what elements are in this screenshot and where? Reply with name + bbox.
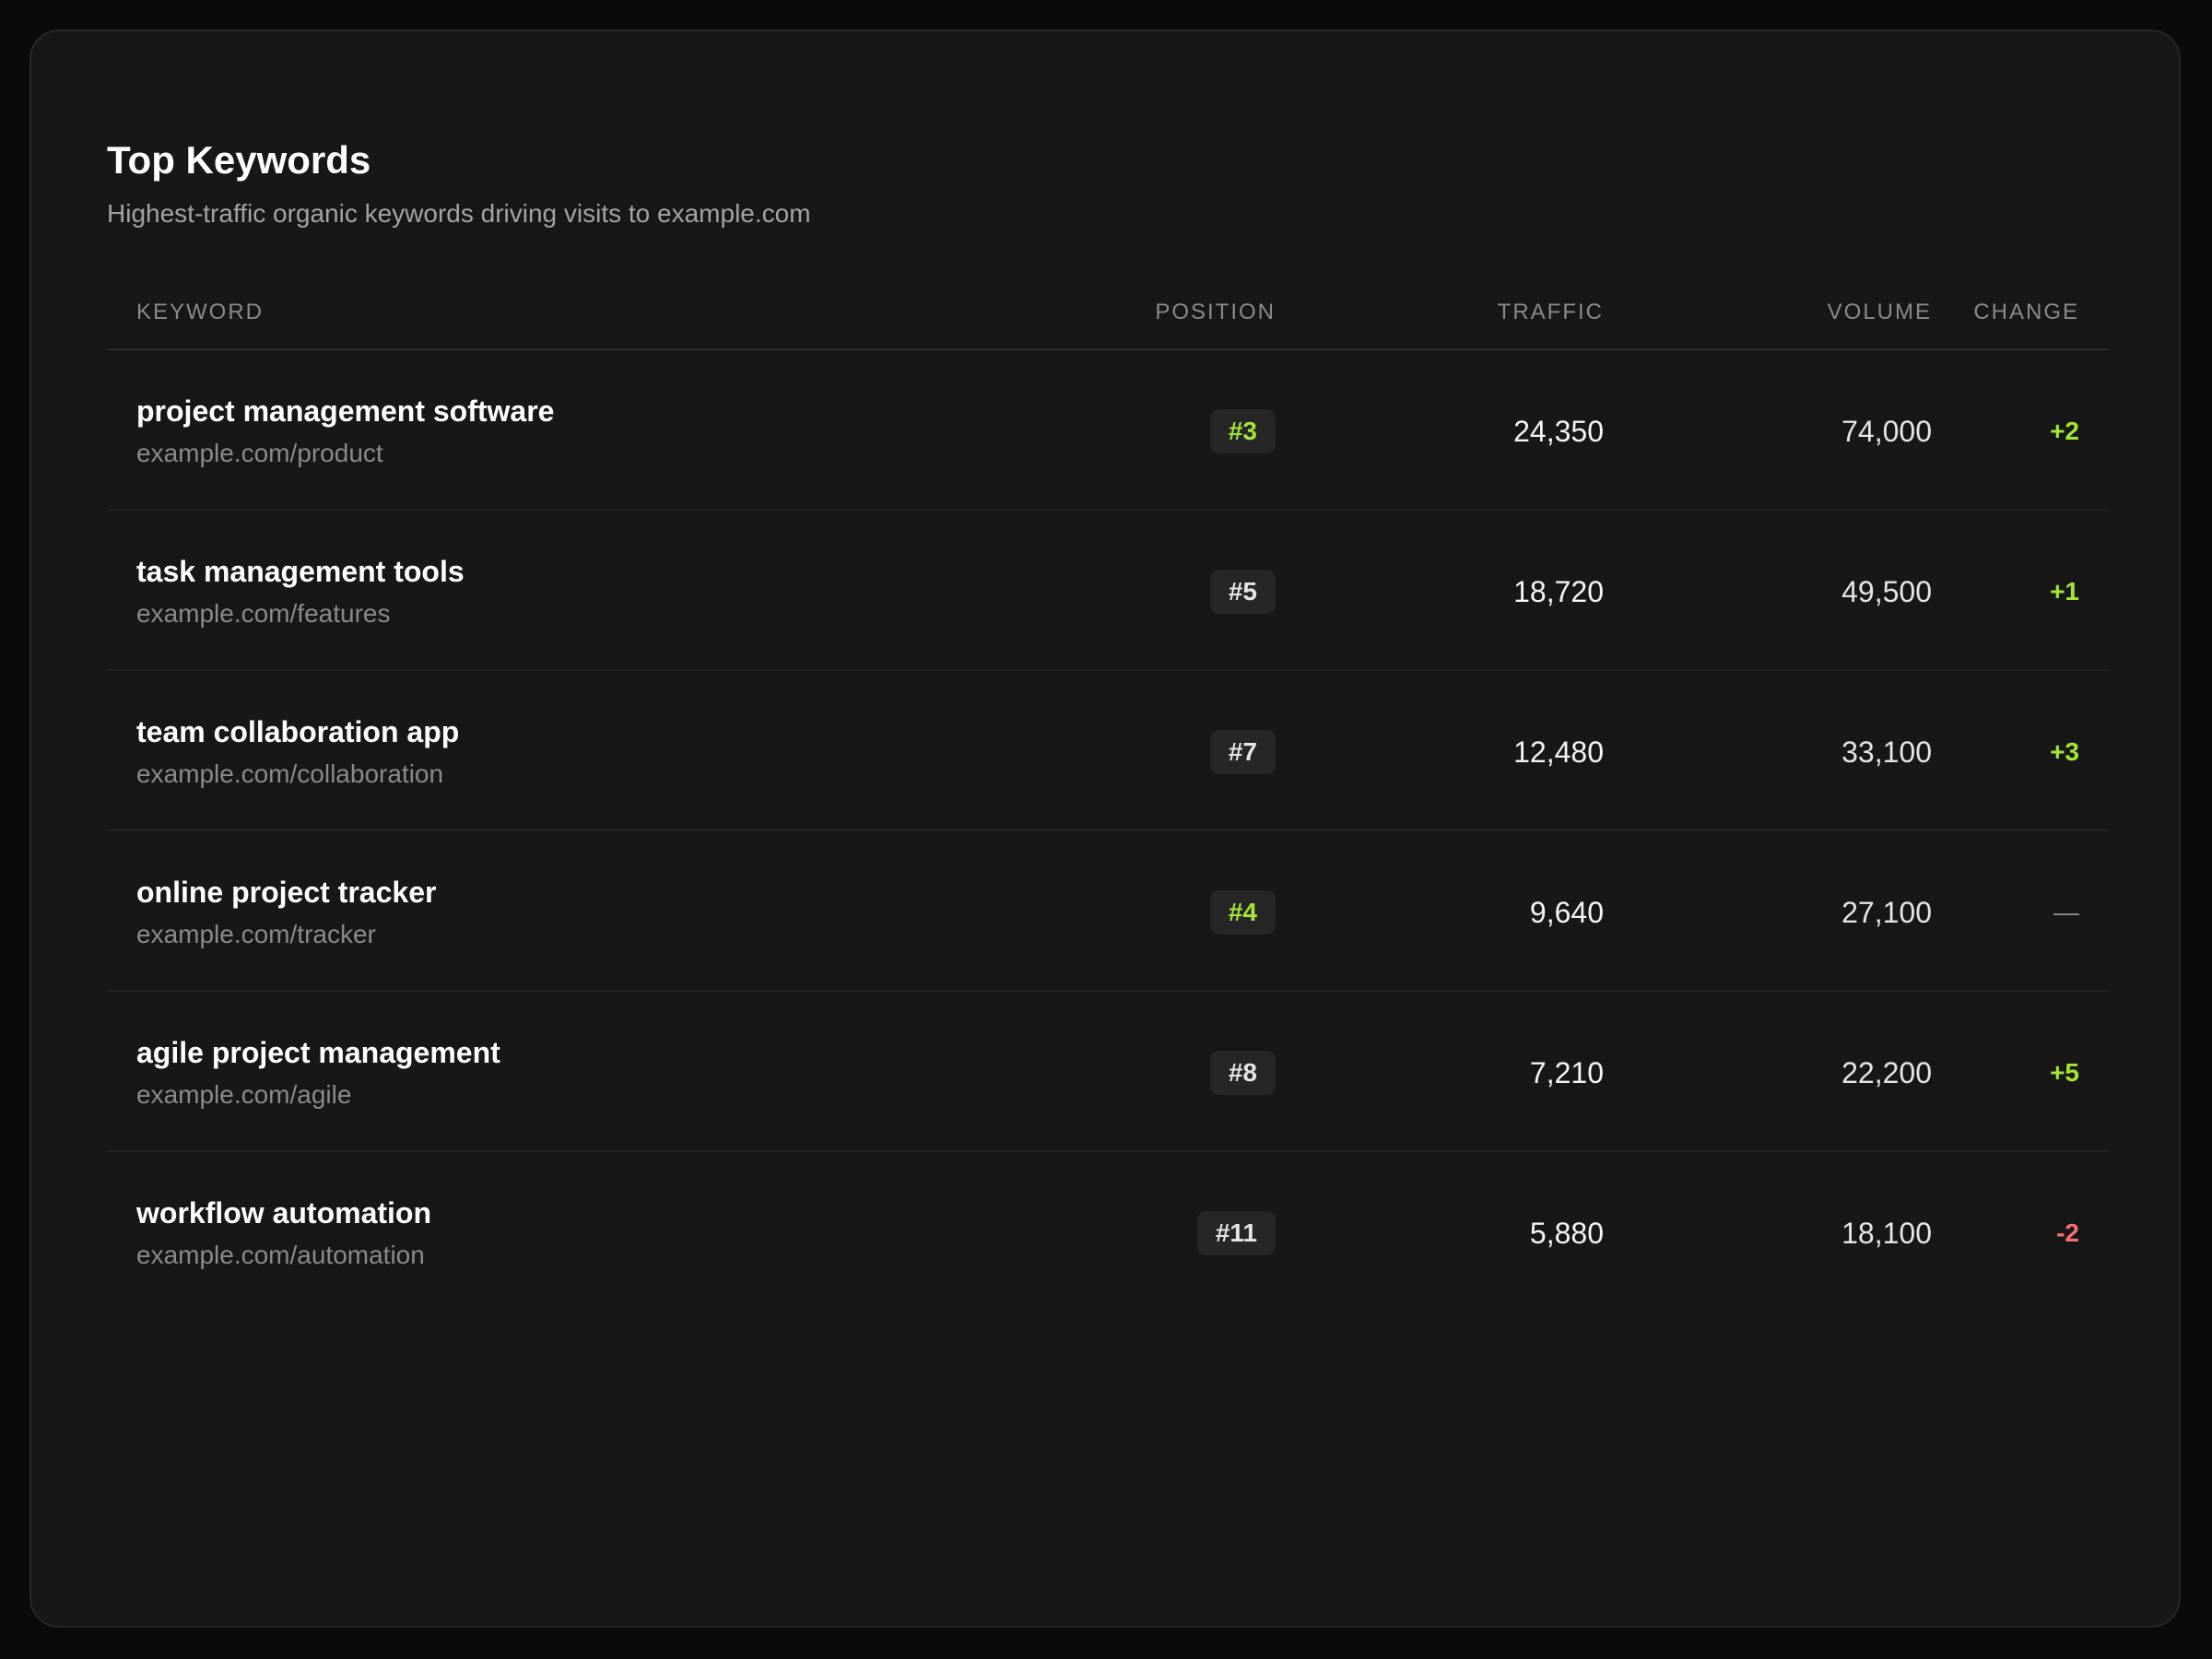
keyword-url: example.com/collaboration <box>136 759 444 788</box>
volume-value: 18,100 <box>1841 1217 1932 1250</box>
traffic-value: 18,720 <box>1513 575 1604 608</box>
keyword-text: workflow automation <box>136 1196 431 1230</box>
traffic-value: 24,350 <box>1513 415 1604 448</box>
keyword-url: example.com/agile <box>136 1080 352 1109</box>
table-row[interactable]: online project tracker example.com/track… <box>107 831 2109 992</box>
position-badge: #11 <box>1196 1211 1276 1255</box>
change-value: +5 <box>2050 1058 2079 1087</box>
column-header-keyword[interactable]: KEYWORD <box>136 300 265 324</box>
volume-value: 74,000 <box>1841 415 1932 448</box>
position-badge: #7 <box>1209 730 1276 774</box>
keyword-text: agile project management <box>136 1036 500 1069</box>
column-header-traffic[interactable]: TRAFFIC <box>1497 300 1604 324</box>
keyword-text: online project tracker <box>136 876 437 909</box>
column-header-volume[interactable]: VOLUME <box>1827 300 1932 324</box>
keyword-rows: project management software example.com/… <box>107 350 2109 1312</box>
table-row[interactable]: team collaboration app example.com/colla… <box>107 671 2109 831</box>
table-row[interactable]: project management software example.com/… <box>107 350 2109 511</box>
table-row[interactable]: agile project management example.com/agi… <box>107 992 2109 1152</box>
card-subtitle: Highest-traffic organic keywords driving… <box>107 199 811 228</box>
change-value: +1 <box>2050 577 2079 606</box>
change-value: +2 <box>2050 417 2079 445</box>
keyword-url: example.com/automation <box>136 1241 425 1269</box>
change-value: +3 <box>2050 737 2079 766</box>
keyword-url: example.com/tracker <box>136 920 376 948</box>
volume-value: 33,100 <box>1841 735 1932 769</box>
column-header-change[interactable]: CHANGE <box>1973 300 2079 324</box>
card-title: Top Keywords <box>107 138 371 182</box>
position-badge: #3 <box>1209 409 1276 453</box>
traffic-value: 7,210 <box>1529 1056 1604 1089</box>
table-row[interactable]: task management tools example.com/featur… <box>107 511 2109 671</box>
table-header: KEYWORD POSITION TRAFFIC VOLUME CHANGE <box>107 271 2109 350</box>
position-badge: #8 <box>1209 1051 1276 1095</box>
keyword-text: project management software <box>136 394 555 428</box>
change-value: — <box>2053 898 2079 926</box>
change-value: -2 <box>2056 1218 2079 1247</box>
keyword-url: example.com/features <box>136 599 391 628</box>
traffic-value: 9,640 <box>1529 896 1604 929</box>
volume-value: 27,100 <box>1841 896 1932 929</box>
position-badge: #5 <box>1209 570 1276 614</box>
column-header-position[interactable]: POSITION <box>1155 300 1276 324</box>
keyword-url: example.com/product <box>136 439 383 467</box>
traffic-value: 5,880 <box>1529 1217 1604 1250</box>
keyword-text: team collaboration app <box>136 715 460 748</box>
position-badge: #4 <box>1209 890 1276 935</box>
keyword-text: task management tools <box>136 555 465 588</box>
volume-value: 49,500 <box>1841 575 1932 608</box>
traffic-value: 12,480 <box>1513 735 1604 769</box>
keywords-card: Top Keywords Highest-traffic organic key… <box>29 29 2181 1628</box>
table-row[interactable]: workflow automation example.com/automati… <box>107 1152 2109 1312</box>
volume-value: 22,200 <box>1841 1056 1932 1089</box>
